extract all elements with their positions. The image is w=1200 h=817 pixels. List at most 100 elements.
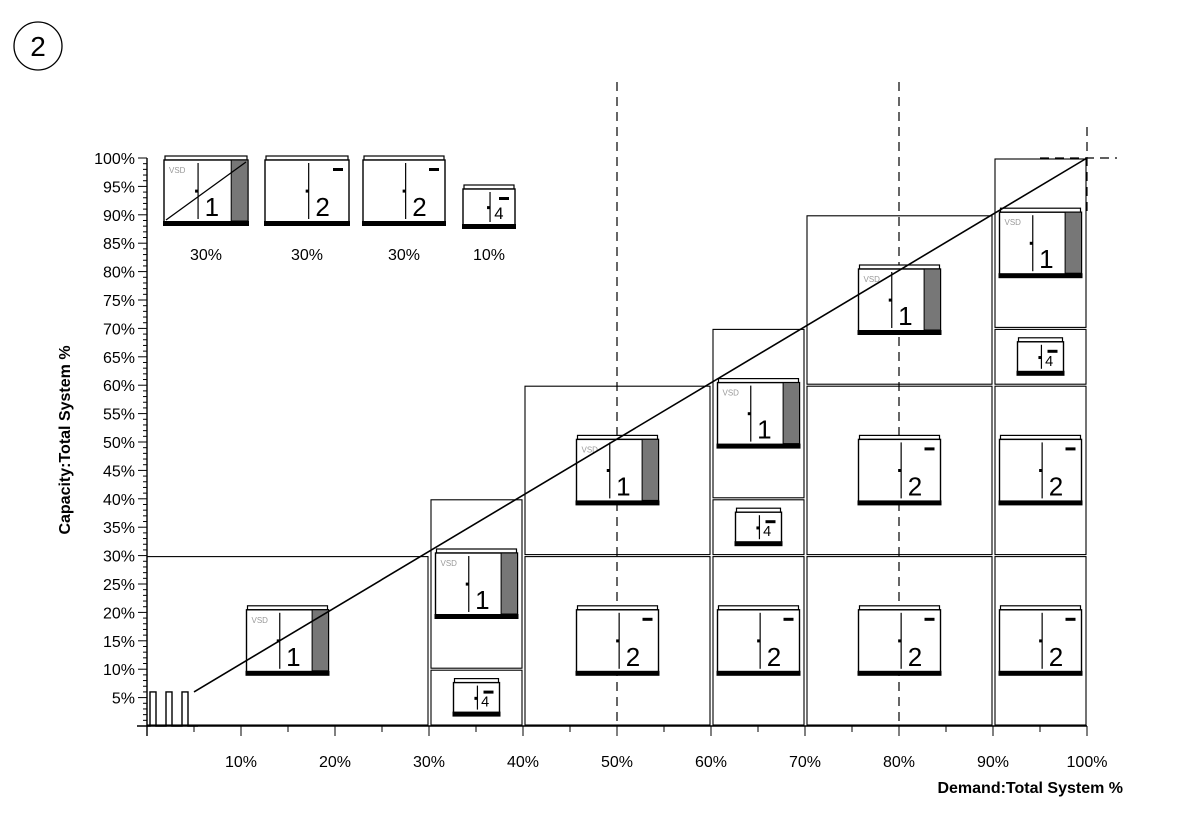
unit-handle [757,639,761,643]
unit-base [716,670,801,676]
y-tick-label: 75% [103,293,135,310]
y-tick-label: 20% [103,605,135,622]
unit-number: 2 [1049,471,1063,501]
unit-indicator [642,617,653,621]
vsd-label: VSD [1005,218,1022,227]
unit-handle [305,189,309,193]
unit-handle [402,189,406,193]
unit-handle [898,469,902,472]
x-tick-label: 50% [601,754,633,771]
vsd-panel [782,382,800,445]
unit-base [857,670,942,676]
unit-indicator [1047,349,1058,353]
x-tick-label: 40% [507,754,539,771]
x-axis-title: Demand:Total System % [937,780,1123,797]
y-tick-label: 80% [103,265,135,282]
vsd-panel [1064,211,1082,274]
stage-unit-icon: 2 [998,605,1083,676]
stage-box [430,499,523,669]
unit-base [1016,370,1065,376]
unit-number: 1 [616,471,630,501]
stage-box [524,556,711,726]
unit-handle [747,412,751,416]
stage-unit-icon: VSD 1 [575,434,660,506]
unit-number: 4 [1045,354,1053,370]
x-tick-label: 100% [1067,754,1108,771]
legend-capacity-label: 30% [190,247,222,264]
capacity-line [147,157,1088,727]
unit-base [462,224,516,229]
y-tick-label: 30% [103,549,135,566]
unit-indicator [483,690,494,694]
unit-base [998,500,1083,506]
unit-base [575,500,660,506]
stage-unit-icon: 4 [1016,337,1065,376]
unit-number: 1 [286,642,300,672]
stage-unit-icon: VSD 1 [245,605,330,676]
unit-handle [195,189,199,193]
y-tick-label: 65% [103,350,135,367]
unit-number: 1 [205,192,219,222]
unit-icons: VSD 1 4 VSD 1 2 VSD 1 2 4 VSD 1 2 2 VSD 1 2 2 4 VSD 1 [245,207,1083,717]
x-tick-label: 30% [413,754,445,771]
unit-base [857,330,942,335]
unit-base [452,711,501,717]
y-tick-label: 95% [103,179,135,196]
unit-number: 2 [908,642,922,672]
x-tick-label: 80% [883,754,915,771]
unit-base [998,670,1083,676]
unit-base [857,500,942,506]
y-tick-label: 100% [94,151,135,168]
legend-unit-icon: 4 [462,184,516,229]
y-axis-title: Capacity:Total System % [57,345,74,534]
unit-number: 4 [494,204,503,223]
unit-handle [1038,356,1042,360]
y-tick-label: 25% [103,577,135,594]
unit-indicator [333,168,343,171]
vsd-panel [311,609,329,672]
unit-indicator [924,617,935,621]
legend-capacity-label: 10% [473,247,505,264]
unit-handle [898,639,902,643]
dashed-demand-lines [616,82,1117,726]
stage-box [994,385,1087,556]
stage-box [430,669,523,726]
stage-unit-icon: 4 [452,677,501,717]
stage-unit-icon: 4 [734,507,783,547]
unit-handle [616,639,620,643]
unit-handle [1039,639,1043,643]
unit-number: 1 [898,301,912,331]
y-tick-label: 45% [103,463,135,480]
unit-indicator [1065,447,1076,451]
stage-box [994,158,1087,328]
vsd-label: VSD [864,275,881,284]
unit-base [245,670,330,676]
badge-circle [13,21,63,71]
unit-number: 4 [763,524,771,540]
unit-indicator [783,617,794,621]
unit-handle [1029,241,1033,245]
unit-indicator [429,168,439,171]
x-tick-label: 70% [789,754,821,771]
legend-unit-icon: 2 [362,155,446,226]
stage-box [806,556,993,726]
unit-number: 1 [757,415,771,445]
y-tick-label: 60% [103,378,135,395]
badge-label: 2 [30,31,46,62]
unit-number: 2 [767,642,781,672]
legend-vsd-diagonal [165,161,247,221]
unit-base [998,273,1083,279]
unit-handle [465,582,469,586]
stage-unit-icon: VSD 1 [716,378,801,449]
unit-number: 2 [315,192,329,222]
y-tick-label: 40% [103,492,135,509]
stage-unit-icon: 2 [575,605,660,676]
unit-base [716,443,801,449]
unit-base [434,614,519,619]
vsd-label: VSD [582,445,599,454]
y-tick-label: 35% [103,520,135,537]
unit-base [264,221,350,226]
unit-base [734,541,783,547]
unit-number: 1 [475,585,489,615]
stage-unit-icon: 2 [857,434,942,506]
